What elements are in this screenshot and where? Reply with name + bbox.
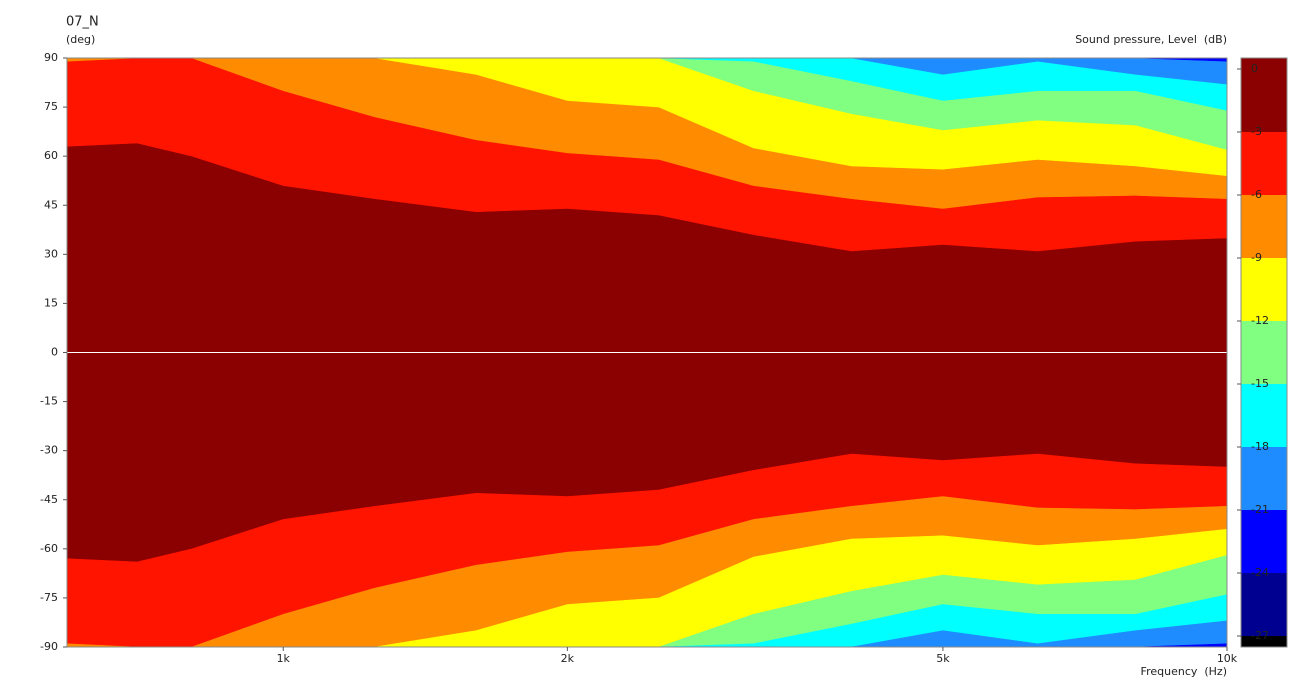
y-tick-label: -75	[40, 591, 58, 604]
y-tick-label: -30	[40, 444, 58, 457]
colorbar-band	[1241, 447, 1287, 510]
colorbar-label: -12	[1251, 314, 1269, 327]
colorbar-label: -3	[1251, 125, 1262, 138]
y-tick-label: 60	[44, 149, 58, 162]
colorbar-band	[1241, 195, 1287, 258]
colorbar-band	[1241, 573, 1287, 636]
x-tick-label: 10k	[1217, 652, 1238, 665]
x-tick-label: 2k	[561, 652, 575, 665]
y-tick-label: -45	[40, 493, 58, 506]
colorbar-band	[1241, 321, 1287, 384]
colorbar-label: -21	[1251, 503, 1269, 516]
colorbar-frame	[1240, 57, 1288, 648]
colorbar-band	[1241, 510, 1287, 573]
x-tick-label: 1k	[277, 652, 291, 665]
colorbar-label: -27	[1251, 629, 1269, 642]
y-tick-label: 0	[51, 346, 58, 359]
y-tick-label: -90	[40, 640, 58, 653]
colorbar-label: -6	[1251, 188, 1262, 201]
y-tick-label: -60	[40, 542, 58, 555]
y-tick-label: 45	[44, 198, 58, 211]
colorbar-label: 0	[1251, 62, 1258, 75]
chart-title: 07_N	[66, 15, 99, 30]
x-tick-label: 5k	[936, 652, 950, 665]
colorbar-band	[1241, 384, 1287, 447]
y-tick-label: 15	[44, 296, 58, 309]
colorbar-band	[1241, 636, 1287, 647]
colorbar-label: -18	[1251, 440, 1269, 453]
y-tick-label: 30	[44, 247, 58, 260]
colorbar-label: -24	[1251, 566, 1269, 579]
y-tick-label: 90	[44, 51, 58, 64]
y-axis-label: (deg)	[66, 33, 95, 46]
colorbar-label: -15	[1251, 377, 1269, 390]
colorbar-label: Sound pressure, Level (dB)	[1075, 33, 1227, 46]
colorbar-band	[1241, 58, 1287, 132]
y-tick-label: -15	[40, 395, 58, 408]
y-tick-label: 75	[44, 100, 58, 113]
colorbar-band	[1241, 132, 1287, 195]
colorbar-band	[1241, 258, 1287, 321]
colorbar-label: -9	[1251, 251, 1262, 264]
x-axis-label: Frequency (Hz)	[1141, 665, 1227, 678]
